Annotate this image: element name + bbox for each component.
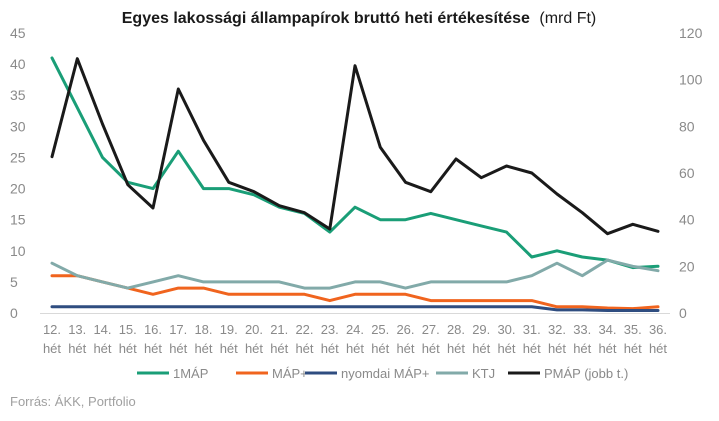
x-tick-label-het: hét [497,341,515,356]
x-tick-label-het: hét [119,341,137,356]
x-tick-label-week: 19. [220,322,238,337]
right-y-tick-label: 60 [679,165,695,181]
x-tick-label-het: hét [144,341,162,356]
x-tick-label-het: hét [295,341,313,356]
x-tick-label-het: hét [624,341,642,356]
legend-label-nyomdai-máp: nyomdai MÁP+ [341,366,430,381]
x-tick-label-het: hét [649,341,667,356]
x-tick-label-week: 12. [43,322,61,337]
x-tick-label-week: 26. [396,322,414,337]
x-tick-label-week: 30. [497,322,515,337]
chart-title-main: Egyes lakossági állampapírok bruttó heti… [122,10,530,27]
x-tick-label-week: 22. [295,322,313,337]
x-tick-label-week: 31. [523,322,541,337]
legend-label-ktj: KTJ [472,366,495,381]
series-line-ktj [50,258,660,290]
right-y-tick-label: 80 [679,118,695,134]
series-line-nyomdai-máp [50,305,660,312]
x-tick-label-het: hét [43,341,61,356]
legend-label-pmáp-jobb-t: PMÁP (jobb t.) [544,366,628,381]
x-tick-label-week: 13. [68,322,86,337]
x-tick-label-week: 35. [624,322,642,337]
source-note: Forrás: ÁKK, Portfolio [10,394,136,409]
x-tick-label-het: hét [93,341,111,356]
x-tick-label-week: 29. [472,322,490,337]
right-y-tick-label: 20 [679,258,695,274]
x-tick-label-het: hét [270,341,288,356]
x-tick-label-het: hét [169,341,187,356]
left-y-tick-label: 5 [10,274,18,290]
series-line-máp [50,274,660,311]
x-tick-label-week: 16. [144,322,162,337]
series-lines [50,56,660,312]
x-tick-label-week: 34. [598,322,616,337]
left-y-tick-label: 0 [10,305,18,321]
left-y-axis: 0 5 10 15 20 25 30 35 40 45 [10,25,26,321]
x-tick-label-week: 23. [321,322,339,337]
right-y-tick-label: 0 [679,305,687,321]
x-tick-label-het: hét [598,341,616,356]
left-y-tick-label: 20 [10,181,26,197]
x-axis-tick-labels: 12. hét 13. hét 14. hét 15. hét 16. hét 17. hét 18. h… [43,322,667,356]
x-tick-label-het: hét [220,341,238,356]
chart-title: Egyes lakossági állampapírok bruttó heti… [122,10,597,27]
x-tick-label-week: 21. [270,322,288,337]
x-tick-label-week: 17. [169,322,187,337]
right-y-tick-label: 100 [679,72,703,88]
left-y-tick-label: 45 [10,25,26,41]
x-tick-label-het: hét [371,341,389,356]
right-y-axis: 0 20 40 60 80 100 120 [679,25,703,321]
chart-title-unit: (mrd Ft) [539,10,596,27]
legend: 1MÁP MÁP+ nyomdai MÁP+ KTJ PMÁP (jobb t.) [137,366,628,381]
x-tick-label-het: hét [245,341,263,356]
x-tick-label-week: 24. [346,322,364,337]
x-tick-label-week: 15. [119,322,137,337]
left-y-tick-label: 30 [10,118,26,134]
x-tick-label-week: 28. [447,322,465,337]
left-y-tick-label: 35 [10,87,26,103]
x-tick-label-het: hét [346,341,364,356]
legend-label-1máp: 1MÁP [173,366,208,381]
x-tick-label-het: hét [523,341,541,356]
x-tick-label-het: hét [447,341,465,356]
x-tick-label-het: hét [472,341,490,356]
x-tick-label-week: 32. [548,322,566,337]
x-tick-label-week: 25. [371,322,389,337]
x-tick-label-het: hét [321,341,339,356]
left-y-tick-label: 40 [10,56,26,72]
legend-label-máp: MÁP+ [272,366,308,381]
x-tick-label-week: 14. [93,322,111,337]
right-y-tick-label: 120 [679,25,703,41]
x-tick-label-week: 36. [649,322,667,337]
left-y-tick-label: 25 [10,149,26,165]
x-tick-label-het: hét [573,341,591,356]
right-y-tick-label: 40 [679,212,695,228]
x-tick-label-week: 18. [194,322,212,337]
x-tick-label-week: 33. [573,322,591,337]
x-tick-label-week: 20. [245,322,263,337]
left-y-tick-label: 10 [10,243,26,259]
x-tick-label-het: hét [194,341,212,356]
series-line-pmáp-jobb-t [50,57,660,236]
x-tick-label-het: hét [422,341,440,356]
x-tick-label-het: hét [548,341,566,356]
left-y-tick-label: 15 [10,212,26,228]
series-line-1máp [50,56,660,270]
x-tick-label-het: hét [68,341,86,356]
x-tick-label-week: 27. [422,322,440,337]
x-tick-label-het: hét [396,341,414,356]
